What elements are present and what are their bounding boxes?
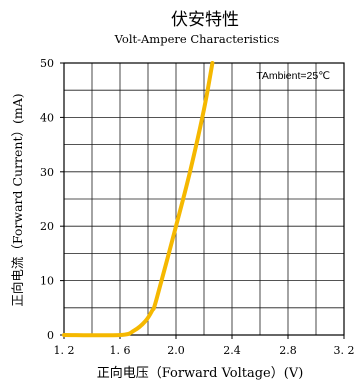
y-tick-label: 10	[40, 275, 54, 288]
chart-subtitle: Volt-Ampere Characteristics	[114, 32, 280, 46]
x-tick-label: 1. 6	[110, 344, 131, 357]
x-tick-label: 1. 2	[54, 344, 75, 357]
y-tick-label: 50	[40, 57, 54, 70]
series-line	[62, 61, 215, 338]
series-layer	[62, 61, 215, 338]
y-axis-label: 正向电流（Forward Current）(mA)	[10, 93, 25, 306]
y-tick-label: 30	[40, 166, 54, 179]
y-tick-label: 0	[47, 329, 54, 342]
axes	[60, 62, 345, 339]
x-axis-label: 正向电压（Forward Voltage）(V)	[97, 365, 304, 381]
plot-frame	[63, 62, 345, 336]
ambient-annotation: TAmbient=25℃	[256, 70, 330, 82]
tick-labels: 1. 2 1. 6 2.0 2.4 2.8 3. 2 0 10 20 30 40 50	[40, 57, 355, 357]
x-tick-label: 2.4	[223, 344, 241, 357]
x-tick-label: 2.8	[279, 344, 297, 357]
x-tick-label: 3. 2	[334, 344, 355, 357]
y-tick-label: 20	[40, 220, 54, 233]
x-tick-label: 2.0	[167, 344, 185, 357]
y-tick-label: 40	[40, 111, 54, 124]
chart-title: 伏安特性	[171, 10, 239, 30]
